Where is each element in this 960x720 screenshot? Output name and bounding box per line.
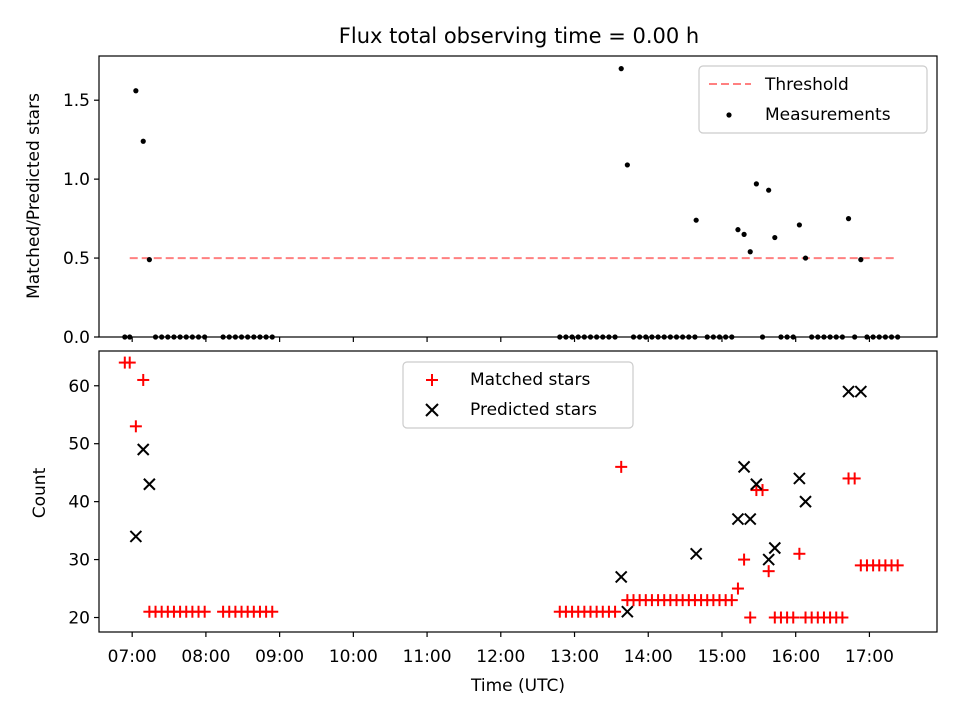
predicted-star-point [137, 443, 150, 456]
matched-star-point [738, 553, 751, 566]
legend-measurements-swatch [726, 112, 732, 118]
bottom-x-tick-label: 16:00 [771, 647, 820, 667]
bottom-panel: 20 30 40 50 60 07:00 08:00 09:00 10:00 11:00 12:0… [30, 350, 938, 696]
predicted-star-point [750, 478, 763, 491]
predicted-star-point [615, 570, 628, 584]
matched-star-point [129, 420, 142, 433]
top-panel: 0.0 0.5 1.0 1.5 Matched/Predicted stars Thr… [24, 55, 938, 348]
predicted-star-point [731, 512, 745, 526]
bottom-x-axis-label: Time (UTC) [470, 676, 565, 696]
legend-matched-label: Matched stars [470, 370, 590, 390]
matched-star-point [198, 605, 211, 618]
bottom-x-tick-label: 14:00 [624, 647, 673, 667]
bottom-plot-marks [118, 356, 904, 624]
predicted-star-point [621, 605, 634, 618]
legend-predicted-swatch [425, 403, 439, 417]
matched-star-point [609, 605, 622, 618]
measurement-point [845, 216, 852, 222]
matched-star-point [137, 373, 150, 386]
measurement-point [766, 187, 772, 193]
top-y-tick-label: 0.5 [63, 249, 90, 269]
legend-measurements-label: Measurements [765, 105, 891, 125]
predicted-star-point [129, 530, 143, 543]
top-y-tick-label: 0.0 [63, 328, 90, 348]
matched-star-point [891, 559, 904, 572]
measurement-point [735, 227, 741, 233]
bottom-x-tick-label: 08:00 [181, 647, 230, 667]
bottom-axes-frame [98, 350, 938, 633]
top-y-ticks: 0.0 0.5 1.0 1.5 [63, 91, 99, 348]
measurement-point [796, 222, 802, 228]
measurement-point [624, 162, 630, 168]
top-plot-marks [122, 66, 901, 340]
top-legend-box [698, 65, 928, 134]
matched-star-point [123, 356, 136, 369]
bottom-x-tick-label: 10:00 [329, 647, 378, 667]
matched-star-point [731, 582, 744, 595]
legend-threshold-label: Threshold [764, 75, 849, 95]
bottom-x-tick-label: 11:00 [403, 647, 452, 667]
bottom-y-tick-label: 20 [68, 609, 90, 629]
matched-star-point [787, 611, 800, 624]
bottom-y-tick-label: 30 [68, 551, 90, 571]
matched-star-point [615, 460, 628, 473]
bottom-legend-box [402, 361, 634, 429]
measurement-point [858, 257, 864, 263]
predicted-star-point [762, 553, 775, 566]
bottom-x-tick-label: 07:00 [108, 647, 157, 667]
matched-star-point [266, 605, 279, 618]
predicted-star-point [793, 472, 806, 485]
top-y-tick-label: 1.5 [63, 91, 90, 111]
predicted-star-point [799, 495, 812, 508]
bottom-x-tick-label: 17:00 [845, 647, 894, 667]
bottom-x-ticks: 07:00 08:00 09:00 10:00 11:00 12:00 13:00 14:00… [108, 632, 894, 667]
matched-star-point [744, 611, 757, 624]
top-y-axis-label: Matched/Predicted stars [24, 93, 44, 299]
chart-title: Flux total observing time = 0.00 h [339, 24, 699, 48]
matched-star-point [848, 472, 861, 485]
measurement-point [802, 255, 809, 261]
top-y-tick-label: 1.0 [63, 170, 90, 190]
bottom-x-tick-label: 13:00 [550, 647, 599, 667]
bottom-y-tick-label: 60 [68, 377, 90, 397]
measurement-point [140, 138, 146, 144]
bottom-x-tick-label: 15:00 [697, 647, 746, 667]
matched-star-point [756, 484, 769, 497]
bottom-y-axis-label: Count [30, 467, 50, 518]
predicted-star-point [737, 460, 751, 474]
matched-star-point [836, 611, 849, 624]
predicted-star-point [744, 512, 757, 526]
measurement-point [146, 257, 152, 263]
predicted-star-point [854, 385, 868, 398]
measurement-point [753, 181, 759, 187]
bottom-legend: Matched stars Predicted stars [402, 361, 634, 429]
predicted-star-point [768, 541, 782, 555]
top-axes-frame [98, 55, 938, 338]
matched-star-point [762, 565, 775, 578]
matched-star-point [725, 594, 738, 607]
predicted-star-point [842, 385, 855, 398]
predicted-star-point [689, 547, 703, 560]
top-legend: Threshold Measurements [698, 65, 928, 134]
measurement-point [133, 88, 139, 94]
matched-star-point [793, 547, 806, 560]
legend-predicted-label: Predicted stars [470, 400, 597, 420]
bottom-x-tick-label: 09:00 [255, 647, 304, 667]
measurement-point [693, 217, 699, 223]
measurement-point [747, 249, 753, 255]
legend-matched-swatch [426, 374, 438, 386]
measurement-point [772, 234, 778, 241]
measurement-point [741, 231, 747, 237]
bottom-y-ticks: 20 30 40 50 60 [68, 377, 99, 629]
bottom-y-tick-label: 50 [68, 435, 90, 455]
bottom-y-tick-label: 40 [68, 493, 90, 513]
measurement-point [618, 66, 624, 72]
bottom-x-tick-label: 12:00 [476, 647, 525, 667]
predicted-star-point [143, 478, 156, 491]
